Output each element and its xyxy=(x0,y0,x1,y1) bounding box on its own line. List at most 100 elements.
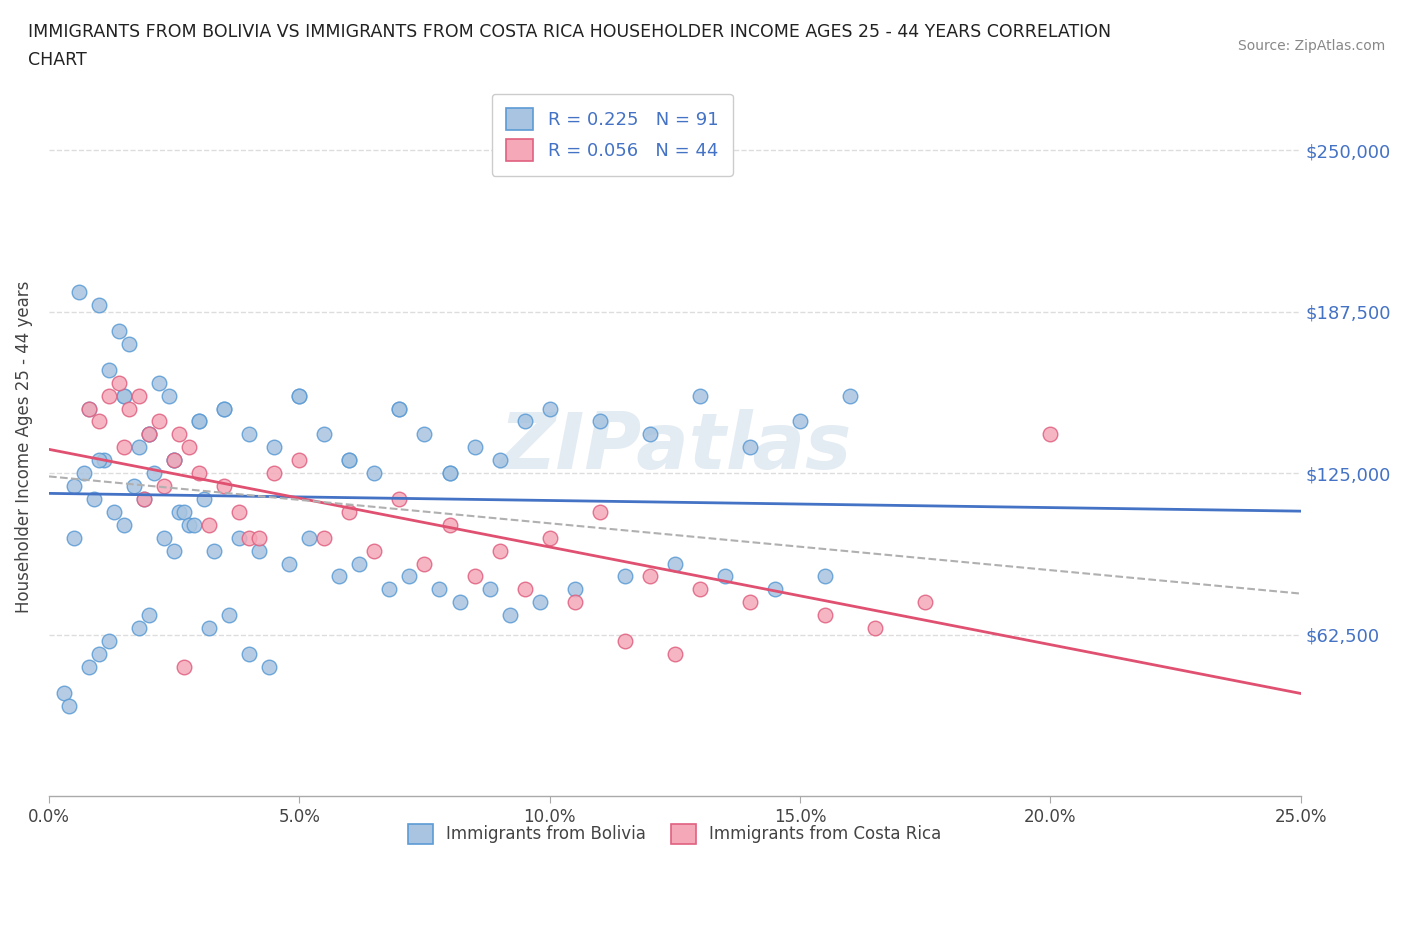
Text: CHART: CHART xyxy=(28,51,87,69)
Point xyxy=(513,582,536,597)
Point xyxy=(449,595,471,610)
Point xyxy=(179,440,201,455)
Point xyxy=(337,453,360,468)
Point xyxy=(413,556,436,571)
Point xyxy=(288,453,311,468)
Point xyxy=(53,685,76,700)
Point xyxy=(98,363,121,378)
Point xyxy=(132,492,155,507)
Point xyxy=(108,376,131,391)
Point xyxy=(314,427,336,442)
Point xyxy=(298,530,321,545)
Point xyxy=(228,530,250,545)
Text: IMMIGRANTS FROM BOLIVIA VS IMMIGRANTS FROM COSTA RICA HOUSEHOLDER INCOME AGES 25: IMMIGRANTS FROM BOLIVIA VS IMMIGRANTS FR… xyxy=(28,23,1111,41)
Point xyxy=(398,569,420,584)
Point xyxy=(278,556,301,571)
Point xyxy=(814,569,837,584)
Point xyxy=(212,401,235,416)
Point xyxy=(93,453,115,468)
Point xyxy=(488,543,510,558)
Point xyxy=(193,492,215,507)
Point xyxy=(429,582,451,597)
Point xyxy=(689,388,711,403)
Point xyxy=(128,388,150,403)
Point xyxy=(814,607,837,622)
Point xyxy=(198,517,221,532)
Point xyxy=(388,401,411,416)
Point xyxy=(288,388,311,403)
Point xyxy=(179,517,201,532)
Point xyxy=(63,530,86,545)
Point xyxy=(564,582,586,597)
Point xyxy=(202,543,225,558)
Point xyxy=(173,659,195,674)
Text: ZIPatlas: ZIPatlas xyxy=(499,409,851,485)
Point xyxy=(538,401,561,416)
Legend: Immigrants from Bolivia, Immigrants from Costa Rica: Immigrants from Bolivia, Immigrants from… xyxy=(395,810,955,857)
Point xyxy=(87,298,110,312)
Point xyxy=(58,698,80,713)
Point xyxy=(67,285,90,299)
Point xyxy=(439,517,461,532)
Point xyxy=(108,324,131,339)
Point xyxy=(138,607,160,622)
Point xyxy=(118,401,141,416)
Point xyxy=(689,582,711,597)
Point xyxy=(638,569,661,584)
Point xyxy=(613,569,636,584)
Point xyxy=(439,466,461,481)
Point xyxy=(613,633,636,648)
Point xyxy=(478,582,501,597)
Point xyxy=(87,646,110,661)
Point xyxy=(138,427,160,442)
Point xyxy=(363,466,385,481)
Point xyxy=(789,414,811,429)
Point xyxy=(132,492,155,507)
Point xyxy=(122,479,145,494)
Point xyxy=(238,646,260,661)
Point xyxy=(118,337,141,352)
Point xyxy=(98,388,121,403)
Point xyxy=(188,414,211,429)
Point xyxy=(1039,427,1062,442)
Point xyxy=(863,620,886,635)
Point xyxy=(163,453,186,468)
Y-axis label: Householder Income Ages 25 - 44 years: Householder Income Ages 25 - 44 years xyxy=(15,281,32,614)
Point xyxy=(363,543,385,558)
Point xyxy=(103,504,125,519)
Point xyxy=(464,569,486,584)
Point xyxy=(148,376,170,391)
Point xyxy=(183,517,205,532)
Point xyxy=(218,607,240,622)
Point xyxy=(98,633,121,648)
Point xyxy=(143,466,166,481)
Point xyxy=(538,530,561,545)
Point xyxy=(188,466,211,481)
Point xyxy=(153,530,176,545)
Text: Source: ZipAtlas.com: Source: ZipAtlas.com xyxy=(1237,39,1385,53)
Point xyxy=(738,440,761,455)
Point xyxy=(664,646,686,661)
Point xyxy=(163,453,186,468)
Point xyxy=(163,453,186,468)
Point xyxy=(388,492,411,507)
Point xyxy=(247,530,270,545)
Point xyxy=(167,427,190,442)
Point xyxy=(664,556,686,571)
Point xyxy=(388,401,411,416)
Point xyxy=(157,388,180,403)
Point xyxy=(464,440,486,455)
Point xyxy=(163,543,186,558)
Point xyxy=(714,569,737,584)
Point xyxy=(188,414,211,429)
Point xyxy=(349,556,371,571)
Point xyxy=(914,595,936,610)
Point xyxy=(238,530,260,545)
Point xyxy=(839,388,862,403)
Point xyxy=(247,543,270,558)
Point xyxy=(167,504,190,519)
Point xyxy=(513,414,536,429)
Point xyxy=(488,453,510,468)
Point xyxy=(314,530,336,545)
Point xyxy=(439,466,461,481)
